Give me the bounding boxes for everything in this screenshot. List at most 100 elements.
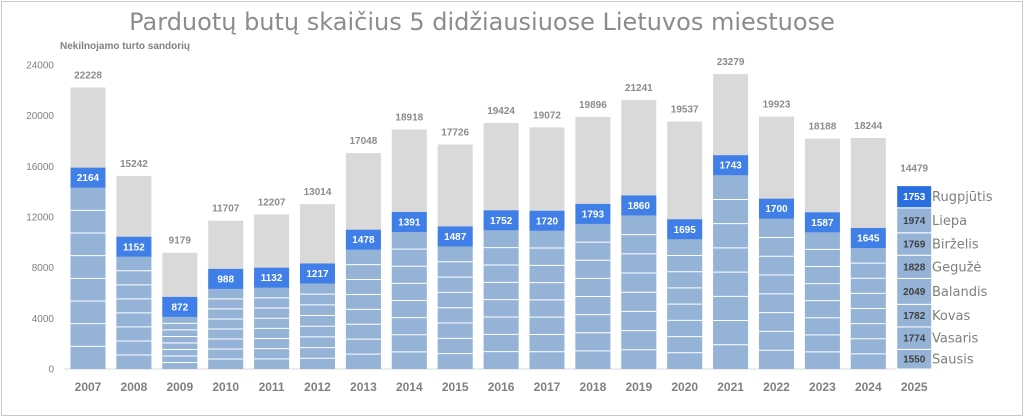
total-value-label: 17726 [441,127,469,138]
total-value-label: 18244 [854,121,882,132]
august-bar [254,267,290,288]
y-tick-label: 24000 [26,61,54,72]
total-value-label: 17048 [349,136,377,147]
month-value-label: 1974 [903,216,926,227]
august-bar [850,228,886,249]
august-value-label: 1700 [765,204,788,215]
august-value-label: 1793 [582,209,605,220]
total-value-label: 21241 [625,83,653,94]
total-value-label: 13014 [304,187,332,198]
month-value-label: 1782 [903,311,926,322]
august-bar [208,268,244,289]
august-bar [300,263,335,284]
august-bar [483,210,519,231]
x-tick-label: 2011 [259,380,285,394]
x-tick-label: 2007 [75,380,102,394]
total-value-label: 19896 [579,100,607,111]
total-value-label: 15242 [120,159,148,170]
month-value-label: 2049 [903,287,926,298]
x-tick-label: 2025 [901,380,928,394]
y-tick-label: 0 [48,365,54,376]
august-value-label: 1478 [352,235,375,246]
august-bar [162,296,198,317]
total-value-label: 23279 [717,57,745,68]
august-value-label: 1487 [444,232,467,243]
month-name-label: Sausis [932,353,974,368]
august-value-label: 1695 [674,225,697,236]
august-bar [529,210,565,231]
y-tick-label: 20000 [26,111,54,122]
august-value-label: 1720 [536,216,559,227]
x-tick-label: 2021 [717,380,744,394]
total-value-label: 19072 [533,110,561,121]
august-bar [437,226,473,247]
august-bar [621,195,657,216]
total-value-label: 11707 [212,204,240,215]
august-bar [759,198,794,219]
month-value-label: 1828 [903,262,926,273]
chart-title: Parduotų butų skaičius 5 didžiausiuose L… [129,8,835,36]
august-value-label: 1587 [811,218,834,229]
august-bar [575,203,611,224]
x-tick-label: 2010 [212,380,239,394]
total-value-label: 9179 [169,236,192,247]
month-name-label: Gegužė [932,260,981,275]
x-tick-label: 2009 [166,380,193,394]
august-value-label: 1743 [719,161,742,172]
august-value-label: 1132 [261,273,283,284]
x-tick-label: 2019 [625,380,652,394]
y-tick-label: 8000 [32,263,55,274]
month-name-label: Vasaris [932,332,979,347]
august-bar [391,212,427,233]
x-tick-label: 2014 [396,380,423,394]
x-tick-label: 2008 [121,380,148,394]
august-value-label: 872 [171,302,188,313]
month-segment [896,207,933,234]
x-tick-label: 2018 [580,380,607,394]
august-value-label: 1860 [628,201,651,212]
august-bar [667,219,703,240]
month-name-label: Rugpjūtis [932,190,993,205]
total-value-label: 19537 [671,105,699,116]
august-value-label: 2164 [77,173,100,184]
y-tick-label: 12000 [26,213,54,224]
august-bar [345,229,381,250]
total-value-label: 19424 [487,106,515,117]
total-value-label: 22228 [74,70,102,81]
total-value-label: 18918 [395,112,423,123]
x-tick-label: 2024 [855,380,882,394]
month-name-label: Liepa [932,214,967,229]
x-tick-label: 2023 [809,380,836,394]
x-tick-label: 2013 [350,380,377,394]
month-value-label: 1774 [903,334,926,345]
total-value-label: 19923 [763,100,791,111]
x-tick-label: 2016 [488,380,515,394]
august-value-label: 1391 [398,218,421,229]
month-name-label: Birželis [932,238,979,253]
x-tick-label: 2012 [304,380,331,394]
y-tick-label: 16000 [26,162,54,173]
month-segment [896,277,933,305]
august-bar [713,155,749,176]
august-bar [116,236,152,257]
month-name-label: Balandis [932,285,988,300]
month-segment [896,185,933,209]
x-tick-label: 2022 [763,380,790,394]
x-tick-label: 2020 [671,380,698,394]
august-value-label: 1217 [306,269,329,280]
month-value-label: 1550 [903,355,926,366]
y-axis-title: Nekilnojamo turto sandorių [60,41,191,52]
total-value-label: 12207 [258,197,286,208]
month-name-label: Kovas [932,309,970,324]
august-value-label: 1645 [857,234,880,245]
total-value-label: 18188 [808,122,836,133]
month-value-label: 1753 [903,192,926,203]
august-value-label: 988 [217,274,234,285]
x-tick-label: 2015 [442,380,469,394]
x-tick-label: 2017 [534,380,561,394]
total-value-label: 14479 [900,164,928,175]
august-bar [70,167,106,188]
y-tick-label: 4000 [32,314,55,325]
august-value-label: 1752 [490,216,513,227]
